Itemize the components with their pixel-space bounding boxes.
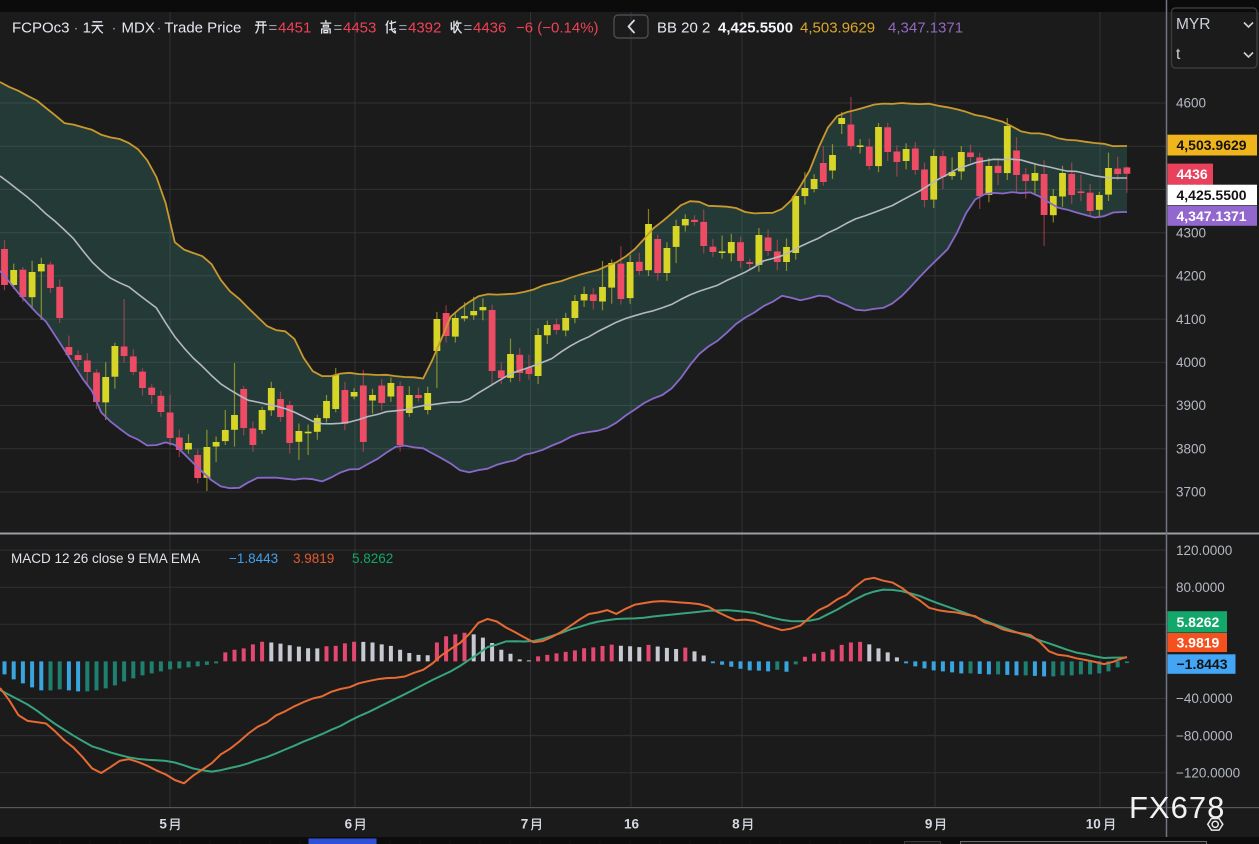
svg-text:MYR: MYR: [1176, 16, 1210, 33]
svg-text:MDX: MDX: [122, 20, 155, 37]
svg-text:4436: 4436: [473, 20, 506, 37]
svg-text:3900: 3900: [1176, 398, 1206, 413]
svg-text:3700: 3700: [1176, 485, 1206, 500]
svg-text:4453: 4453: [343, 20, 376, 37]
svg-text:4100: 4100: [1176, 312, 1206, 327]
svg-text:·: ·: [157, 20, 162, 37]
svg-text:BB 20 2: BB 20 2: [657, 20, 710, 37]
svg-text:−6 (−0.14%): −6 (−0.14%): [516, 20, 599, 37]
svg-text:4451: 4451: [278, 20, 311, 37]
svg-text:−120.0000: −120.0000: [1176, 765, 1240, 780]
svg-text:16: 16: [624, 817, 640, 832]
svg-text:Trade Price: Trade Price: [164, 20, 241, 37]
svg-text:FX678: FX678: [1129, 790, 1225, 825]
svg-text:−40.0000: −40.0000: [1176, 691, 1233, 706]
svg-text:6: 6: [345, 817, 353, 832]
svg-text:MACD 12 26 close 9 EMA EMA: MACD 12 26 close 9 EMA EMA: [11, 551, 200, 566]
svg-text:4,503.9629: 4,503.9629: [800, 20, 875, 37]
svg-text:5: 5: [159, 817, 167, 832]
svg-text:4000: 4000: [1176, 355, 1206, 370]
svg-text:4,347.1371: 4,347.1371: [888, 20, 963, 37]
svg-text:−1.8443: −1.8443: [1177, 656, 1228, 672]
svg-text:4,347.1371: 4,347.1371: [1177, 208, 1247, 224]
svg-text:4600: 4600: [1176, 96, 1206, 111]
svg-text:1: 1: [83, 20, 91, 37]
svg-text:4300: 4300: [1176, 225, 1206, 240]
svg-text:4392: 4392: [408, 20, 441, 37]
svg-text:t: t: [1176, 46, 1181, 63]
svg-text:·: ·: [74, 20, 79, 37]
svg-text:5.8262: 5.8262: [1177, 614, 1220, 630]
svg-text:120.0000: 120.0000: [1176, 543, 1232, 558]
svg-text:8: 8: [732, 817, 740, 832]
svg-text:4436: 4436: [1177, 166, 1208, 182]
svg-text:4200: 4200: [1176, 269, 1206, 284]
svg-text:3.9819: 3.9819: [293, 551, 334, 566]
svg-text:4,503.9629: 4,503.9629: [1177, 137, 1247, 153]
svg-text:·: ·: [112, 20, 117, 37]
svg-text:7: 7: [521, 817, 529, 832]
svg-text:=: =: [464, 20, 473, 37]
svg-text:=: =: [334, 20, 343, 37]
svg-text:−1.8443: −1.8443: [229, 551, 278, 566]
svg-text:3.9819: 3.9819: [1177, 635, 1220, 651]
svg-text:9: 9: [925, 817, 933, 832]
svg-text:10: 10: [1086, 817, 1101, 832]
svg-text:80.0000: 80.0000: [1176, 580, 1225, 595]
svg-text:3800: 3800: [1176, 442, 1206, 457]
svg-text:5.8262: 5.8262: [352, 551, 393, 566]
svg-text:FCPOc3: FCPOc3: [12, 20, 70, 37]
svg-text:4,425.5500: 4,425.5500: [1177, 187, 1247, 203]
svg-text:=: =: [399, 20, 408, 37]
svg-text:4,425.5500: 4,425.5500: [718, 20, 793, 37]
svg-text:−80.0000: −80.0000: [1176, 728, 1233, 743]
svg-text:=: =: [269, 20, 278, 37]
